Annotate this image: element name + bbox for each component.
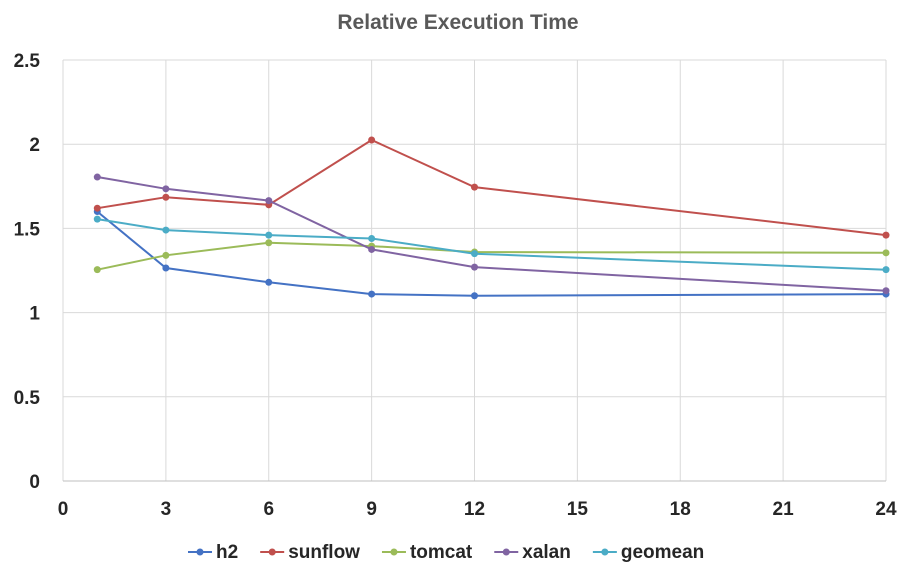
data-point-xalan — [265, 197, 272, 204]
legend-label: sunflow — [288, 542, 360, 563]
data-point-h2 — [471, 292, 478, 299]
legend-swatch-marker — [503, 549, 510, 556]
series-line-sunflow — [97, 140, 886, 235]
data-point-tomcat — [883, 249, 890, 256]
data-point-h2 — [368, 291, 375, 298]
data-point-h2 — [162, 264, 169, 271]
x-tick-label: 3 — [161, 499, 172, 520]
y-tick-label: 0.5 — [14, 388, 41, 409]
axes: 0 3 6 9 12 15 18 21 24 0 0.5 1 1.5 2 2.5 — [14, 51, 897, 520]
legend-item-sunflow: sunflow — [260, 542, 360, 563]
chart-title: Relative Execution Time — [337, 11, 578, 34]
series-line-geomean — [97, 219, 886, 270]
series-group — [94, 136, 890, 299]
x-tick-label: 9 — [366, 499, 377, 520]
legend-swatch-marker — [197, 549, 204, 556]
data-point-geomean — [162, 227, 169, 234]
data-point-geomean — [883, 266, 890, 273]
legend: h2 sunflow tomcat xalan geomean — [188, 542, 704, 563]
x-tick-label: 24 — [875, 499, 897, 520]
data-point-xalan — [162, 185, 169, 192]
legend-label: tomcat — [410, 542, 473, 563]
data-point-h2 — [265, 279, 272, 286]
data-point-xalan — [471, 264, 478, 271]
legend-item-tomcat: tomcat — [382, 542, 473, 563]
y-tick-label: 1.5 — [14, 219, 41, 240]
series-sunflow — [94, 136, 890, 238]
data-point-sunflow — [162, 194, 169, 201]
data-point-sunflow — [883, 232, 890, 239]
data-point-geomean — [368, 235, 375, 242]
data-point-tomcat — [265, 239, 272, 246]
data-point-xalan — [368, 246, 375, 253]
data-point-geomean — [94, 216, 101, 223]
data-point-tomcat — [162, 252, 169, 259]
data-point-xalan — [94, 174, 101, 181]
legend-swatch-marker — [390, 549, 397, 556]
y-tick-label: 2 — [29, 135, 40, 156]
x-tick-label: 21 — [773, 499, 795, 520]
series-xalan — [94, 174, 890, 295]
series-geomean — [94, 216, 890, 274]
data-point-sunflow — [368, 136, 375, 143]
data-point-geomean — [471, 250, 478, 257]
y-tick-label: 0 — [29, 472, 40, 493]
legend-label: h2 — [216, 542, 238, 563]
x-tick-label: 0 — [58, 499, 69, 520]
series-line-xalan — [97, 177, 886, 291]
x-tick-label: 15 — [567, 499, 589, 520]
data-point-tomcat — [94, 266, 101, 273]
x-tick-label: 12 — [464, 499, 485, 520]
legend-swatch-marker — [601, 549, 608, 556]
data-point-sunflow — [471, 184, 478, 191]
y-tick-label: 2.5 — [14, 51, 41, 72]
x-tick-label: 6 — [263, 499, 274, 520]
data-point-sunflow — [94, 205, 101, 212]
x-tick-label: 18 — [670, 499, 691, 520]
data-point-xalan — [883, 287, 890, 294]
y-tick-label: 1 — [29, 304, 40, 325]
legend-item-h2: h2 — [188, 542, 238, 563]
legend-swatch-marker — [269, 549, 276, 556]
legend-item-xalan: xalan — [494, 542, 571, 563]
data-point-geomean — [265, 232, 272, 239]
legend-label: geomean — [621, 542, 704, 563]
legend-item-geomean: geomean — [593, 542, 704, 563]
legend-label: xalan — [522, 542, 571, 563]
